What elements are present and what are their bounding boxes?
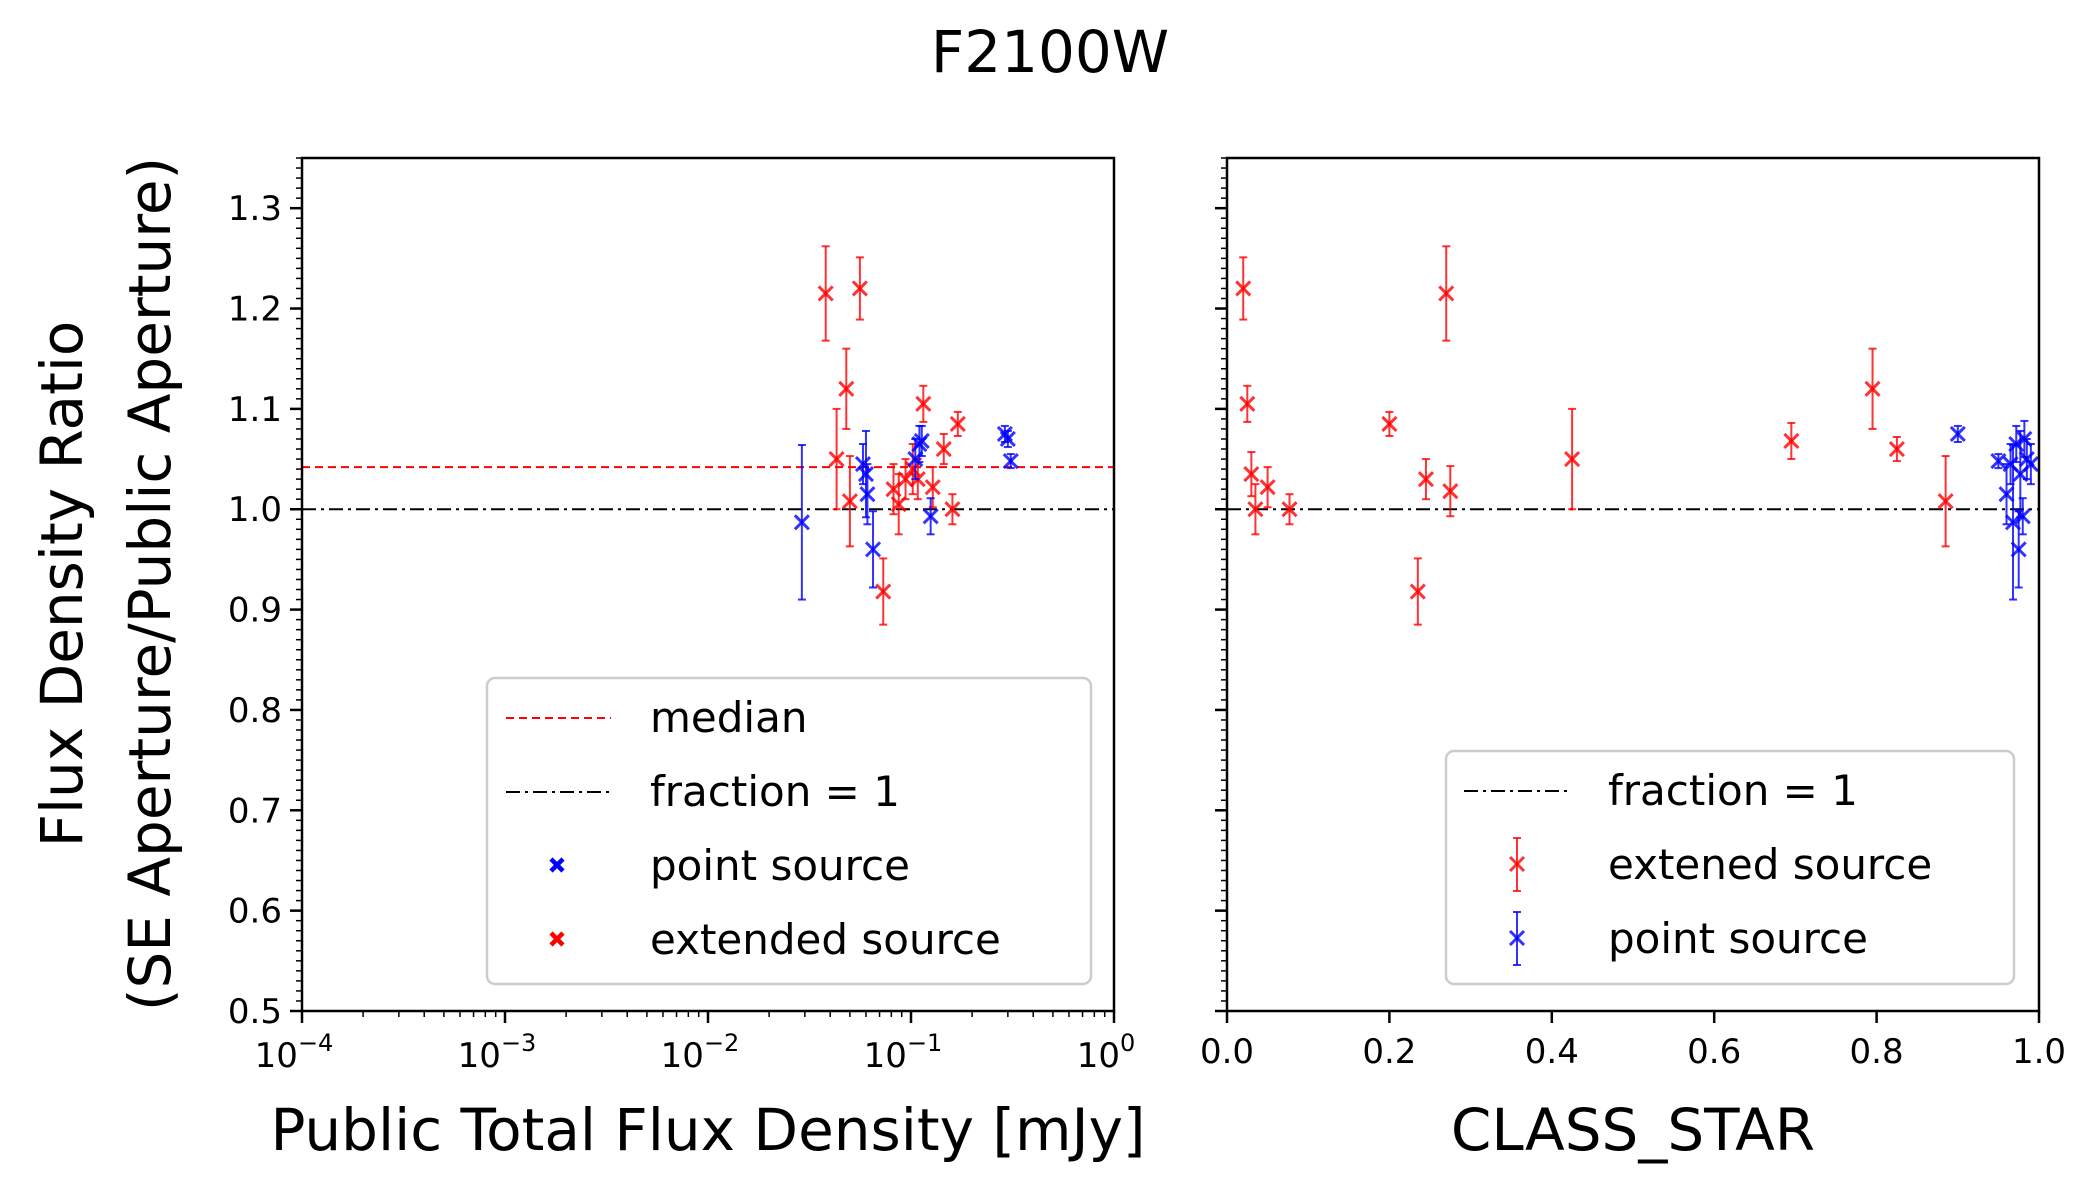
left-reference-lines	[302, 466, 1114, 511]
point-source-marker	[793, 444, 810, 601]
y-tick-label: 0.8	[228, 691, 282, 731]
extended-source-marker	[1438, 245, 1455, 342]
figure-title: F2100W	[931, 18, 1169, 86]
extended-source-marker	[1888, 435, 1905, 463]
point-source-marker	[857, 429, 875, 519]
point-source-marker	[913, 424, 930, 458]
extended-source-marker	[828, 407, 845, 511]
y-tick-label: 1.2	[228, 290, 282, 330]
right-xlabel: CLASS_STAR	[1451, 1096, 1815, 1164]
y-tick-label: 0.9	[228, 591, 282, 631]
point-source-marker	[922, 497, 939, 536]
x-tick-label: 0.4	[1525, 1032, 1579, 1072]
extended-source-marker	[1937, 455, 1954, 548]
point-source-marker	[859, 463, 876, 526]
extended-source-marker	[915, 384, 932, 423]
legend-extended-marker	[1508, 837, 1526, 892]
point-source-marker	[1949, 424, 1966, 443]
left-legend: median fraction = 1 point source extende…	[485, 676, 1093, 986]
x-tick-label: 1.0	[2012, 1032, 2066, 1072]
extended-source-marker	[1235, 256, 1252, 321]
y-tick-label: 0.5	[228, 992, 282, 1032]
x-tick-label: 0.2	[1362, 1032, 1416, 1072]
right-panel: 0.0 0.2 0.4 0.6 0.8 1.0 CLASS_STAR fraction =…	[1200, 156, 2066, 1164]
legend-unity-label: fraction = 1	[1608, 766, 1858, 815]
x-tick-label: 10−2	[661, 1029, 740, 1076]
extended-source-marker	[1281, 493, 1298, 526]
x-tick-label: 0.0	[1200, 1032, 1254, 1072]
left-ylabel-line1: Flux Density Ratio	[28, 321, 96, 848]
legend-point-marker	[1508, 911, 1526, 966]
extended-source-marker	[1564, 407, 1581, 511]
point-source-marker	[999, 429, 1016, 449]
left-legend-box	[485, 676, 1093, 986]
legend-unity-label: fraction = 1	[650, 767, 900, 816]
extended-source-marker	[1442, 465, 1459, 518]
x-tick-label: 10−1	[864, 1029, 943, 1076]
x-tick-label: 0.6	[1687, 1032, 1741, 1072]
legend-extended-marker	[549, 931, 565, 947]
extended-source-marker	[1247, 483, 1264, 536]
extended-source-marker	[949, 410, 966, 437]
extended-source-marker	[1409, 557, 1426, 626]
extended-source-marker	[924, 466, 941, 509]
extended-source-marker	[897, 458, 914, 501]
legend-point-label: point source	[650, 841, 910, 890]
y-tick-label: 0.7	[228, 791, 282, 831]
legend-extended-label: extended source	[650, 915, 1001, 964]
extended-source-marker	[1864, 347, 1881, 430]
legend-point-marker	[549, 857, 565, 873]
point-source-marker	[2014, 497, 2031, 536]
left-axis-ticks: 0.5 0.6 0.7 0.8 0.9 1.0 1.1 1.2 1.3 10−4 10−3 10−2 1…	[228, 157, 1136, 1076]
y-tick-label: 1.1	[228, 390, 282, 430]
right-legend-box	[1444, 749, 2016, 986]
x-tick-label: 100	[1077, 1029, 1136, 1076]
extended-source-marker	[935, 432, 952, 466]
y-tick-label: 0.6	[228, 892, 282, 932]
point-source-marker	[1002, 453, 1019, 470]
x-tick-label: 10−4	[255, 1029, 334, 1076]
extended-source-marker	[817, 245, 834, 342]
point-source-marker	[1998, 463, 2015, 526]
point-source-marker	[864, 510, 882, 589]
extended-source-marker	[838, 347, 855, 430]
x-tick-label: 10−3	[458, 1029, 537, 1076]
legend-point-label: point source	[1608, 914, 1868, 963]
right-data-marks	[1235, 245, 2039, 626]
legend-extended-label: extened source	[1608, 840, 1932, 889]
point-source-marker	[2022, 443, 2039, 486]
extended-source-marker	[851, 256, 868, 321]
left-panel: 0.5 0.6 0.7 0.8 0.9 1.0 1.1 1.2 1.3 10−4 10−3 10−2 1…	[28, 156, 1146, 1164]
left-ylabel-line2: (SE Aperture/Public Aperture)	[116, 157, 184, 1011]
extended-source-marker	[1259, 466, 1276, 509]
extended-source-marker	[1783, 421, 1800, 461]
left-xlabel: Public Total Flux Density [mJy]	[270, 1096, 1145, 1164]
x-tick-label: 0.8	[1850, 1032, 1904, 1072]
extended-source-marker	[841, 455, 858, 548]
extended-source-marker	[875, 557, 892, 626]
extended-source-marker	[944, 493, 961, 526]
extended-source-marker	[1243, 451, 1260, 498]
extended-source-marker	[1417, 458, 1435, 501]
y-tick-label: 1.0	[228, 490, 282, 530]
extended-source-marker	[1239, 384, 1256, 423]
point-source-marker	[1990, 453, 2007, 470]
right-plot-frame	[1225, 156, 2041, 1013]
left-data-marks	[793, 245, 1019, 626]
right-legend: fraction = 1 extened source point sour	[1444, 749, 2016, 986]
y-tick-label: 1.3	[228, 189, 282, 229]
right-axis-ticks: 0.0 0.2 0.4 0.6 0.8 1.0	[1200, 157, 2066, 1072]
legend-median-label: median	[650, 693, 807, 742]
extended-source-marker	[1381, 410, 1398, 437]
